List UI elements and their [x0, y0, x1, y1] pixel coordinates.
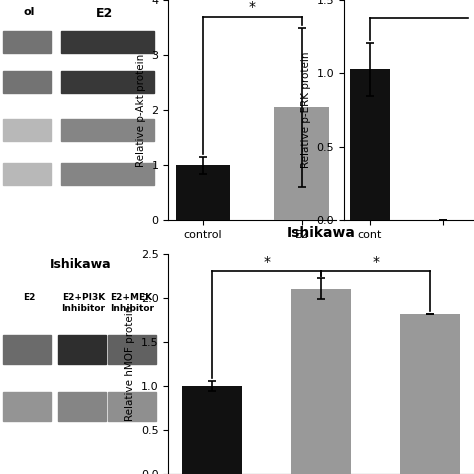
Bar [3, 163, 51, 185]
Bar [61, 31, 154, 53]
Y-axis label: Relative p-ERK protein: Relative p-ERK protein [301, 52, 311, 168]
Text: E2+MEK
Inhibitor: E2+MEK Inhibitor [109, 293, 154, 313]
Bar [274, 108, 329, 220]
Bar [58, 392, 106, 421]
Title: Ishikawa: Ishikawa [287, 226, 356, 240]
Y-axis label: Relative p-Akt protein: Relative p-Akt protein [136, 54, 146, 167]
Text: E2: E2 [23, 293, 35, 302]
Bar [61, 163, 154, 185]
Bar [61, 119, 154, 141]
Bar [108, 392, 156, 421]
Text: E2+PI3K
Inhibitor: E2+PI3K Inhibitor [62, 293, 106, 313]
Bar [3, 392, 51, 421]
Text: ol: ol [23, 7, 35, 17]
Bar [350, 69, 390, 220]
Bar [58, 335, 106, 364]
Bar [3, 31, 51, 53]
Bar [61, 71, 154, 92]
Text: *: * [263, 255, 270, 269]
Bar [400, 313, 460, 474]
Bar [3, 119, 51, 141]
Y-axis label: Relative hMOF protein: Relative hMOF protein [125, 306, 135, 421]
Bar [3, 71, 51, 92]
Bar [291, 289, 351, 474]
Bar [182, 386, 242, 474]
Text: E2: E2 [96, 7, 113, 19]
Text: Ishikawa: Ishikawa [49, 258, 111, 271]
Bar [3, 335, 51, 364]
Text: *: * [249, 0, 256, 14]
Text: *: * [372, 255, 379, 269]
Bar [176, 165, 230, 220]
Bar [108, 335, 156, 364]
